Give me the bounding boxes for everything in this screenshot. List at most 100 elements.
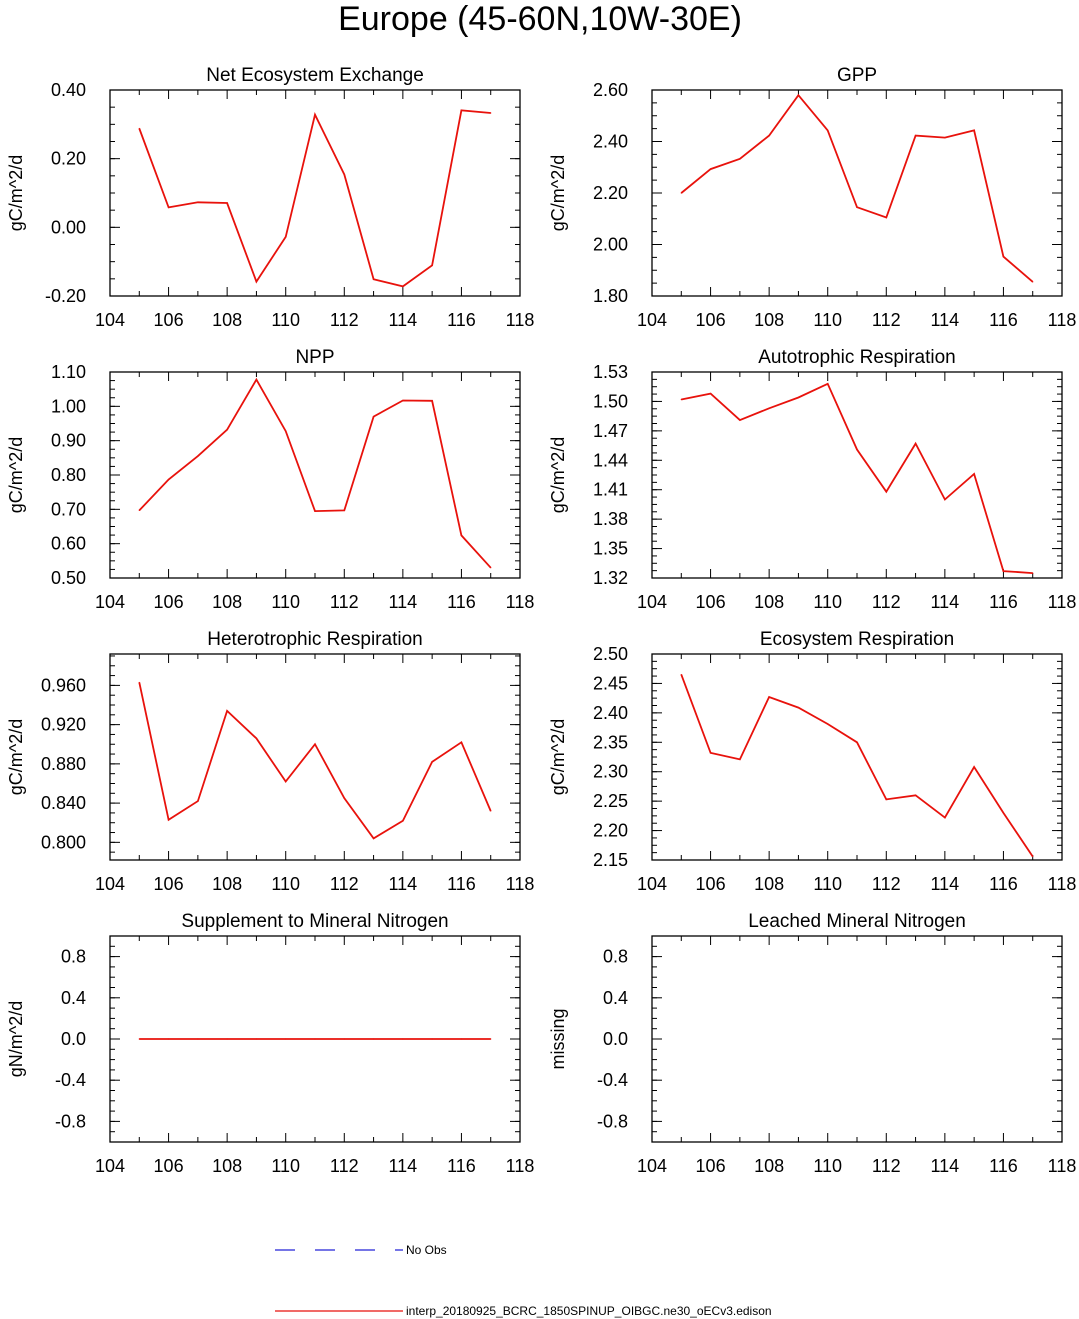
x-tick-label: 104	[95, 592, 125, 612]
data-point	[827, 723, 829, 725]
x-tick-label: 110	[271, 874, 300, 894]
data-point	[490, 1038, 492, 1040]
x-tick-label: 114	[389, 310, 418, 330]
data-point	[197, 800, 199, 802]
y-tick-label: 1.00	[51, 396, 86, 416]
data-point	[402, 1038, 404, 1040]
y-axis-label: gC/m^2/d	[6, 719, 26, 795]
panels: Net Ecosystem Exchange 104 106 108 110 112 114…	[6, 65, 1076, 1176]
data-point	[768, 134, 770, 137]
data-point	[1002, 256, 1005, 258]
data-point	[885, 491, 887, 493]
y-tick-label: -0.4	[55, 1070, 86, 1090]
data-point	[460, 534, 463, 537]
data-point	[768, 696, 770, 698]
data-point	[226, 429, 228, 431]
x-tick-label: 106	[696, 592, 726, 612]
data-point	[343, 173, 345, 176]
y-tick-label: 2.25	[593, 791, 628, 811]
x-tick-label: 114	[931, 874, 960, 894]
y-tick-label: 0.8	[61, 947, 86, 967]
y-tick-label: 0.80	[51, 465, 86, 485]
x-tick-label: 110	[813, 592, 842, 612]
x-tick-label: 114	[931, 1156, 960, 1176]
x-tick-label: 108	[754, 874, 784, 894]
data-point	[739, 758, 741, 760]
x-tick-label: 112	[872, 1156, 901, 1176]
y-axis-label: gC/m^2/d	[6, 155, 26, 231]
y-tick-label: 0.60	[51, 534, 86, 554]
panel-title: Heterotrophic Respiration	[207, 629, 422, 650]
data-point	[226, 1038, 228, 1040]
data-point	[402, 820, 404, 822]
data-point	[167, 819, 170, 821]
x-tick-label: 108	[212, 310, 242, 330]
y-axis-label: gC/m^2/d	[548, 155, 568, 231]
data-point	[973, 473, 975, 475]
data-point	[739, 158, 741, 160]
data-point	[431, 400, 433, 402]
x-tick-label: 110	[813, 310, 842, 330]
y-tick-label: 0.8	[603, 947, 628, 967]
y-tick-label: 0.880	[41, 754, 86, 774]
data-point	[255, 280, 258, 283]
data-point	[255, 737, 258, 739]
y-tick-label: 2.30	[593, 762, 628, 782]
data-point	[460, 109, 463, 111]
y-tick-label: 0.90	[51, 431, 86, 451]
series-line-model	[680, 674, 1034, 858]
y-tick-label: 0.920	[41, 715, 86, 735]
data-point	[285, 780, 287, 783]
plot-frame	[651, 935, 1063, 1143]
y-tick-label: 2.45	[593, 673, 628, 693]
x-tick-label: 104	[95, 1156, 125, 1176]
data-point	[856, 206, 858, 208]
data-point	[490, 567, 492, 569]
y-axis-label: gC/m^2/d	[548, 719, 568, 795]
x-tick-label: 112	[872, 310, 901, 330]
data-point	[197, 455, 199, 457]
y-tick-label: 1.53	[593, 362, 628, 382]
x-tick-label: 112	[330, 592, 359, 612]
y-tick-label: 2.40	[593, 132, 628, 152]
panel-5: Heterotrophic Respiration 104 106 108 110 112…	[6, 629, 534, 894]
x-tick-label: 104	[637, 310, 667, 330]
legend-label-no-obs: No Obs	[406, 1243, 447, 1257]
x-tick-label: 110	[813, 1156, 842, 1176]
x-tick-label: 112	[330, 874, 359, 894]
data-point	[709, 168, 712, 170]
series-line-model	[680, 93, 1034, 283]
x-tick-label: 118	[506, 874, 535, 894]
y-tick-label: 1.80	[593, 286, 628, 306]
x-tick-label: 116	[447, 310, 476, 330]
data-point	[885, 216, 887, 219]
y-axis-label: gC/m^2/d	[6, 437, 26, 513]
data-point	[255, 1038, 258, 1040]
data-point	[197, 201, 199, 203]
data-point	[914, 134, 917, 137]
data-point	[914, 443, 917, 445]
data-point	[314, 510, 316, 512]
data-point	[1002, 570, 1005, 572]
x-tick-label: 116	[447, 592, 476, 612]
data-point	[856, 448, 858, 451]
y-tick-label: -0.20	[45, 286, 86, 306]
series-line-model	[138, 377, 492, 569]
x-tick-label: 106	[154, 592, 184, 612]
y-tick-label: 0.20	[51, 149, 86, 169]
data-point	[460, 1038, 463, 1040]
x-tick-label: 116	[447, 1156, 476, 1176]
data-point	[490, 112, 492, 114]
x-tick-label: 112	[330, 1156, 359, 1176]
y-tick-label: 0.800	[41, 832, 86, 852]
panel-title: Net Ecosystem Exchange	[206, 65, 424, 86]
y-tick-label: 2.20	[593, 821, 628, 841]
x-tick-label: 108	[212, 874, 242, 894]
series-line-model	[138, 682, 492, 840]
x-tick-label: 108	[754, 592, 784, 612]
x-tick-label: 106	[696, 874, 726, 894]
data-point	[885, 798, 887, 800]
panel-7: Supplement to Mineral Nitrogen 104 106 108 1…	[6, 911, 534, 1176]
data-point	[372, 837, 375, 840]
y-axis-label: gC/m^2/d	[548, 437, 568, 513]
